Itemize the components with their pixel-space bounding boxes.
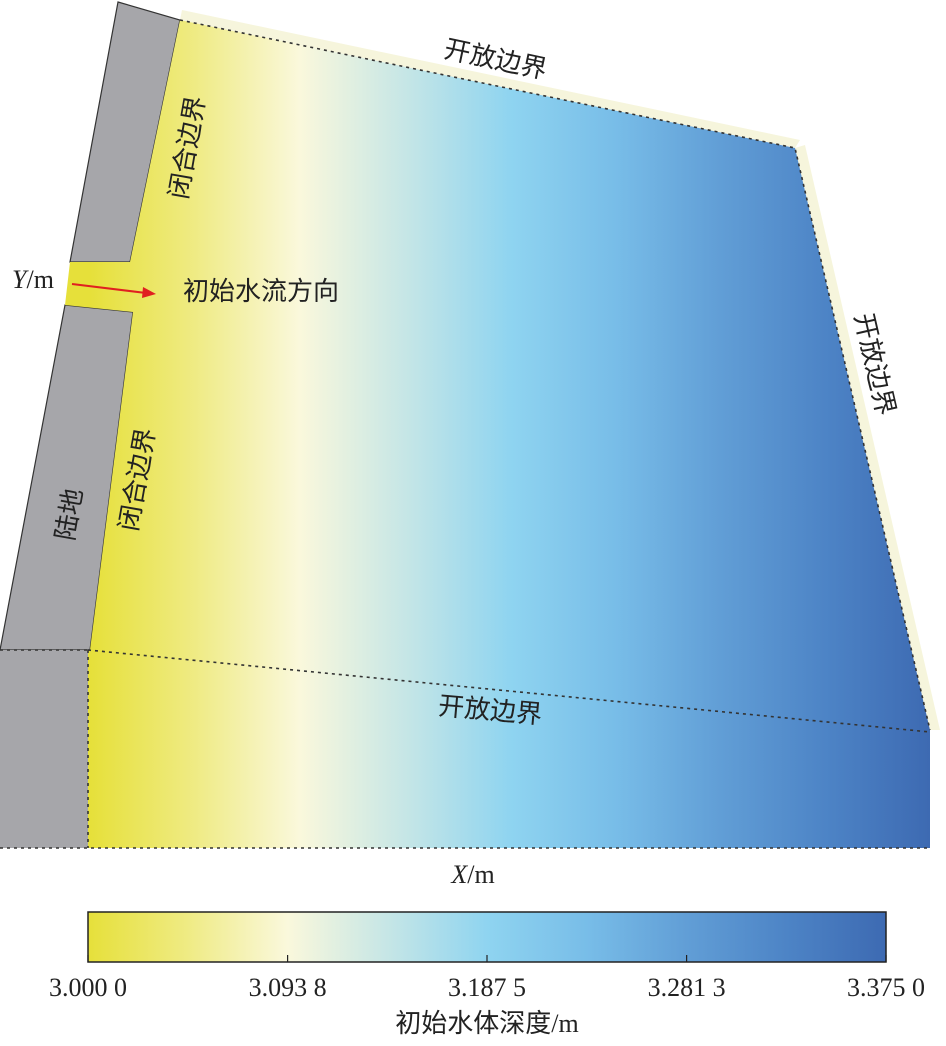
land <box>0 650 88 848</box>
water-domain <box>65 20 930 848</box>
axis-symbol: X <box>450 860 468 889</box>
tick-label: 3.000 0 <box>49 973 127 1002</box>
axis-symbol: Y <box>12 265 29 294</box>
colorbar <box>87 911 887 963</box>
y-axis-label: Y/m <box>12 265 54 294</box>
axis-unit: /m <box>467 860 494 889</box>
axis-unit: /m <box>26 265 53 294</box>
x-axis-label: X/m <box>450 860 494 889</box>
flow-label: 初始水流方向 <box>183 277 339 306</box>
tick-label: 3.375 0 <box>847 973 925 1002</box>
colorbar-title: 初始水体深度/m <box>395 1009 578 1038</box>
border-halo <box>795 145 940 730</box>
tick-label: 3.093 8 <box>249 973 327 1002</box>
tick-label: 3.281 3 <box>648 973 726 1002</box>
boundary <box>0 19 931 849</box>
flow-arrowhead <box>142 287 156 298</box>
tick-label: 3.187 5 <box>448 973 526 1002</box>
flow-arrow <box>71 283 147 294</box>
border-halo <box>180 10 800 148</box>
